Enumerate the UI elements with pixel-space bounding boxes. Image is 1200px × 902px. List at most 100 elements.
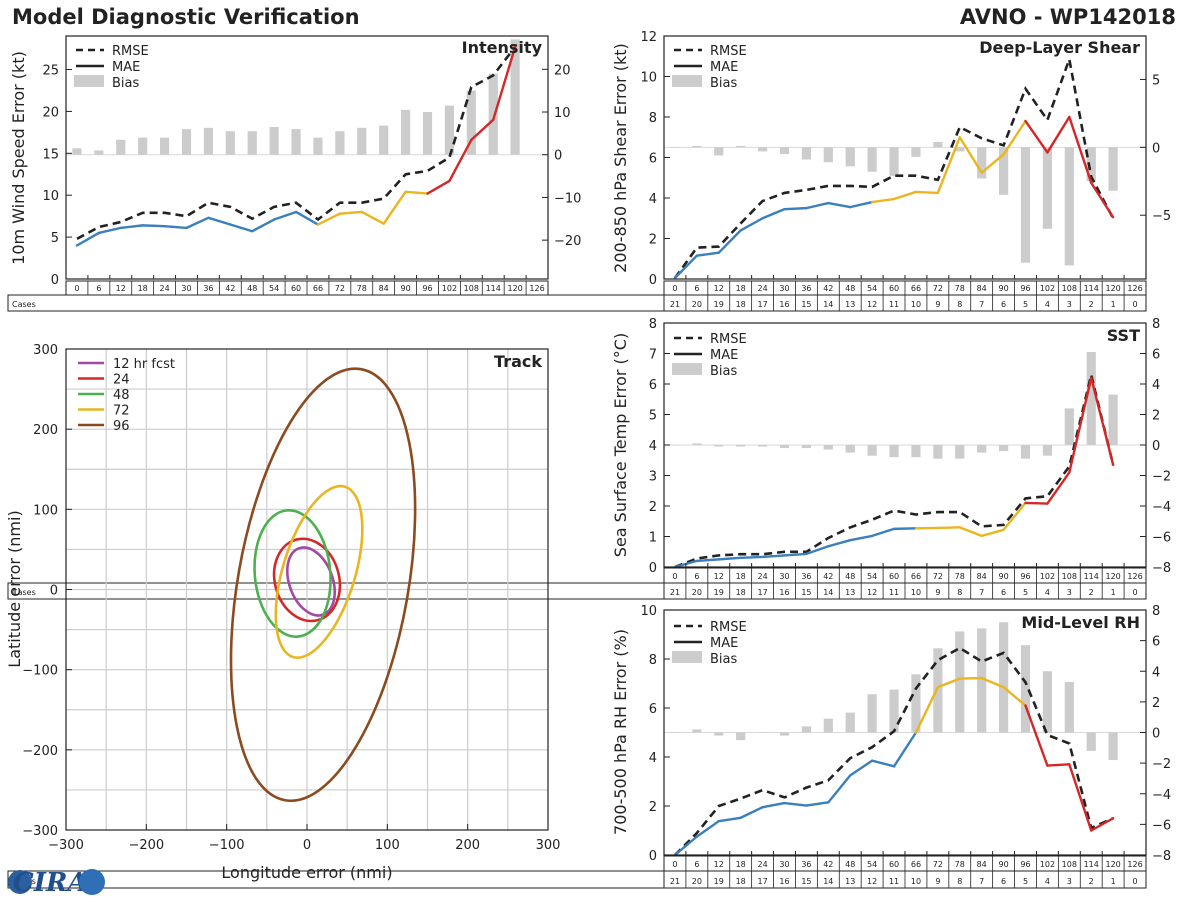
- rh-lead-label: 54: [867, 860, 877, 869]
- rh-case-count: 2: [1089, 877, 1094, 886]
- sst-lead-label: 18: [736, 572, 746, 581]
- sst-bias-bar: [758, 445, 767, 447]
- intensity-mae-segment: [296, 212, 318, 225]
- shear-legend-bias-swatch: [672, 75, 702, 87]
- intensity-y2tick-label: 20: [554, 63, 571, 78]
- sst-mae-segment: [850, 536, 872, 540]
- rh-y2tick-label: 2: [1152, 696, 1160, 711]
- shear-lead-label: 114: [1084, 284, 1099, 293]
- rh-lead-label: 114: [1084, 860, 1099, 869]
- sst-ytick-label: 2: [649, 500, 657, 515]
- rh-lead-label: 120: [1105, 860, 1120, 869]
- track-legend-label: 24: [113, 373, 130, 388]
- sst-lead-label: 126: [1127, 572, 1142, 581]
- track-xtick-label: −300: [48, 838, 84, 853]
- shear-case-count: 13: [845, 300, 855, 309]
- shear-case-count: 15: [801, 300, 811, 309]
- sst-y2tick-label: 0: [1152, 439, 1160, 454]
- shear-ylabel: 200-850 hPa Shear Error (kt): [611, 43, 630, 273]
- rh-y2tick-label: 4: [1152, 665, 1160, 680]
- sst-case-count: 0: [1132, 588, 1137, 597]
- rh-lead-label: 36: [801, 860, 811, 869]
- intensity-mae-segment: [187, 218, 209, 228]
- sst-bias-bar: [933, 445, 942, 459]
- intensity-lead-label: 24: [159, 284, 169, 293]
- shear-lead-label: 60: [889, 284, 899, 293]
- intensity-ytick-label: 20: [42, 105, 59, 120]
- shear-lead-label: 78: [955, 284, 965, 293]
- intensity-bias-bar: [160, 138, 169, 155]
- shear-ytick-label: 6: [649, 152, 657, 167]
- rh-lead-label: 18: [736, 860, 746, 869]
- rh-mae-segment: [719, 818, 741, 821]
- rh-bias-bar: [1087, 733, 1096, 751]
- track-legend-label: 12 hr fcst: [113, 357, 175, 372]
- sst-mae-segment: [741, 557, 763, 558]
- shear-y2tick-label: 0: [1152, 141, 1160, 156]
- rh-bias-bar: [889, 690, 898, 733]
- shear-lead-label: 0: [672, 284, 677, 293]
- rh-bias-bar: [1021, 645, 1030, 732]
- sst-ytick-label: 7: [649, 348, 657, 363]
- intensity-bias-bar: [401, 110, 410, 155]
- rh-bias-bar: [714, 733, 723, 736]
- sst-bias-bar: [868, 445, 877, 456]
- sst-lead-label: 120: [1105, 572, 1120, 581]
- intensity-bias-bar: [248, 131, 257, 154]
- rh-mae-segment: [1091, 818, 1113, 830]
- intensity-mae-segment: [165, 226, 187, 228]
- rh-legend-bias-swatch: [672, 651, 702, 663]
- rh-mae-segment: [763, 803, 785, 807]
- intensity-lead-label: 120: [507, 284, 522, 293]
- rh-mae-segment: [872, 761, 894, 767]
- intensity-bias-bar: [226, 131, 235, 154]
- sst-case-count: 12: [867, 588, 877, 597]
- shear-mae-segment: [675, 256, 697, 278]
- shear-cases-label: Cases: [12, 300, 36, 309]
- shear-case-count: 3: [1067, 300, 1072, 309]
- rh-bias-bar: [868, 694, 877, 732]
- rh-lead-label: 12: [714, 860, 724, 869]
- shear-case-count: 8: [957, 300, 962, 309]
- rh-legend-mae: MAE: [710, 636, 738, 651]
- intensity-mae-segment: [208, 218, 230, 225]
- intensity-legend-bias: Bias: [112, 76, 139, 91]
- sst-y2tick-label: 6: [1152, 348, 1160, 363]
- rh-mae-segment: [697, 821, 719, 836]
- rh-bias-bar: [802, 726, 811, 732]
- sst-ytick-label: 5: [649, 409, 657, 424]
- sst-bias-bar: [1087, 352, 1096, 445]
- shear-lead-label: 36: [801, 284, 811, 293]
- sst-case-count: 16: [779, 588, 789, 597]
- intensity-lead-label: 0: [74, 284, 79, 293]
- sst-case-count: 19: [714, 588, 724, 597]
- intensity-mae-segment: [121, 225, 143, 228]
- shear-mae-segment: [916, 192, 938, 193]
- rh-bias-bar: [933, 648, 942, 732]
- shear-ytick-label: 10: [640, 71, 657, 86]
- rh-case-count: 1: [1111, 877, 1116, 886]
- rh-lead-label: 30: [779, 860, 789, 869]
- sst-y2tick-label: −4: [1152, 500, 1171, 515]
- shear-case-count: 18: [736, 300, 746, 309]
- sst-y2tick-label: 8: [1152, 317, 1160, 332]
- track-ellipse-48: [249, 507, 335, 640]
- sst-mae-segment: [763, 555, 785, 557]
- intensity-mae-segment: [274, 212, 296, 220]
- intensity-bias-bar: [379, 126, 388, 155]
- shear-mae-segment: [872, 199, 894, 202]
- logo-emblem-icon: [79, 869, 105, 895]
- rh-lead-label: 84: [977, 860, 987, 869]
- shear-case-count: 2: [1089, 300, 1094, 309]
- logo-text: CIRA: [13, 868, 88, 898]
- rh-ytick-label: 8: [649, 653, 657, 668]
- sst-ylabel: Sea Surface Temp Error (°C): [611, 333, 630, 557]
- shear-cases-label-cell: [8, 295, 664, 311]
- shear-bias-bar: [758, 147, 767, 151]
- intensity-lead-label: 72: [335, 284, 345, 293]
- sst-lead-label: 54: [867, 572, 877, 581]
- shear-lead-label: 30: [779, 284, 789, 293]
- sst-title: SST: [1107, 326, 1140, 345]
- shear-bias-bar: [1065, 147, 1074, 265]
